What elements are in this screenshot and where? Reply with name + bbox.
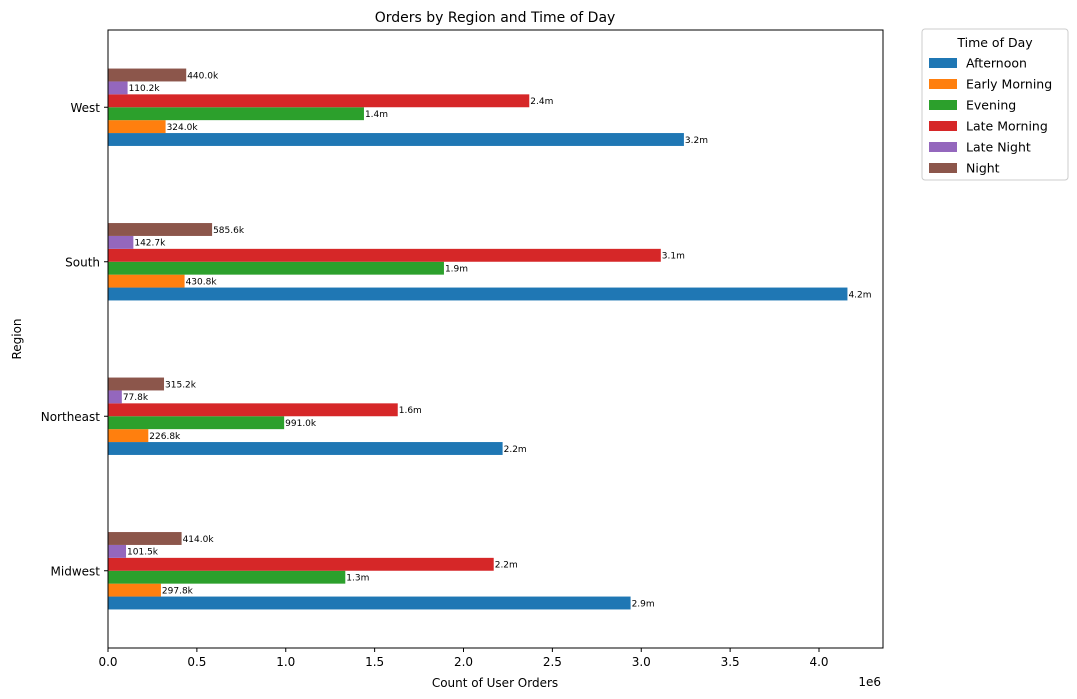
data-label-late-morning-south: 3.1m (662, 252, 685, 262)
bar-early-morning-midwest (108, 583, 161, 597)
data-label-late-night-south: 142.7k (134, 239, 166, 249)
y-axis-label: Region (10, 318, 24, 359)
bar-night-west (108, 68, 187, 82)
data-label-night-south: 585.6k (213, 226, 245, 236)
x-axis-label: Count of User Orders (432, 676, 558, 690)
data-label-early-morning-midwest: 297.8k (162, 586, 194, 596)
bar-night-midwest (108, 532, 182, 545)
x-tick-label: 2.0 (454, 655, 473, 669)
bar-late-night-midwest (108, 544, 127, 558)
legend-label: Early Morning (966, 77, 1052, 92)
chart-title: Orders by Region and Time of Day (375, 10, 616, 26)
bar-afternoon-west (108, 133, 684, 146)
x-axis-offset-label: 1e6 (858, 675, 881, 689)
legend-swatch (929, 58, 957, 68)
x-tick-label: 0.0 (98, 655, 117, 669)
bar-afternoon-south (108, 287, 848, 301)
x-tick-label: 4.0 (809, 655, 828, 669)
legend-label: Late Night (966, 140, 1031, 155)
y-tick-label: Northeast (41, 410, 101, 424)
bar-early-morning-south (108, 274, 185, 288)
plot-area: 2.9m 2.2m 4.2m 3.2m 297.8k 226.8k 430.8k 324.0k… (41, 29, 884, 669)
bar-night-south (108, 223, 213, 236)
data-label-late-morning-west: 2.4m (530, 97, 553, 107)
legend-frame (921, 28, 1069, 181)
legend-swatch (929, 79, 957, 89)
legend-swatch (929, 121, 957, 131)
bar-late-night-south (108, 235, 134, 249)
bar-evening-south (108, 261, 444, 275)
data-label-early-morning-northeast: 226.8k (149, 432, 181, 442)
bar-night-northeast (108, 377, 165, 391)
bar-early-morning-northeast (108, 429, 149, 443)
data-label-evening-midwest: 1.3m (346, 574, 369, 584)
data-label-late-night-west: 110.2k (129, 84, 161, 94)
legend-swatch (929, 100, 957, 110)
data-label-afternoon-northeast: 2.2m (504, 445, 527, 455)
data-label-late-morning-midwest: 2.2m (495, 561, 518, 571)
bar-late-morning-west (108, 94, 530, 108)
data-label-late-night-midwest: 101.5k (127, 548, 159, 558)
data-label-afternoon-midwest: 2.9m (632, 599, 655, 609)
bar-early-morning-west (108, 120, 166, 134)
x-tick-label: 1.5 (365, 655, 384, 669)
plot-frame (107, 29, 884, 649)
x-tick-label: 0.5 (187, 655, 206, 669)
legend-title: Time of Day (956, 35, 1033, 50)
x-tick-label: 3.0 (632, 655, 651, 669)
bar-late-morning-south (108, 248, 661, 262)
bar-evening-northeast (108, 416, 285, 430)
data-label-evening-northeast: 991.0k (285, 419, 317, 429)
data-label-evening-south: 1.9m (445, 265, 468, 275)
legend-label: Afternoon (966, 56, 1027, 71)
data-label-afternoon-west: 3.2m (685, 136, 708, 146)
bar-late-night-northeast (108, 390, 122, 404)
y-tick-label: Midwest (51, 564, 101, 578)
data-label-early-morning-south: 430.8k (186, 277, 218, 287)
bar-afternoon-northeast (108, 442, 503, 455)
bar-late-night-west (108, 81, 128, 95)
data-label-night-west: 440.0k (187, 71, 219, 81)
x-tick-label: 3.5 (721, 655, 740, 669)
bar-evening-midwest (108, 570, 346, 584)
legend: Time of Day Afternoon Early Morning Evenin… (921, 28, 1069, 181)
data-label-early-morning-west: 324.0k (167, 123, 199, 133)
data-label-late-night-northeast: 77.8k (123, 393, 149, 403)
legend-label: Late Morning (966, 119, 1048, 134)
bar-late-morning-northeast (108, 403, 398, 417)
legend-swatch (929, 163, 957, 173)
data-label-night-midwest: 414.0k (183, 535, 215, 545)
y-tick-label: South (65, 255, 100, 269)
data-label-evening-west: 1.4m (365, 110, 388, 120)
legend-label: Evening (966, 98, 1016, 113)
bar-late-morning-midwest (108, 557, 494, 571)
legend-label: Night (966, 161, 1000, 176)
x-tick-label: 1.0 (276, 655, 295, 669)
legend-swatch (929, 142, 957, 152)
bar-evening-west (108, 107, 364, 121)
data-label-night-northeast: 315.2k (165, 380, 197, 390)
bar-afternoon-midwest (108, 596, 631, 610)
data-label-afternoon-south: 4.2m (848, 290, 871, 300)
data-label-late-morning-northeast: 1.6m (399, 406, 422, 416)
y-tick-label: West (70, 101, 100, 115)
x-tick-label: 2.5 (543, 655, 562, 669)
